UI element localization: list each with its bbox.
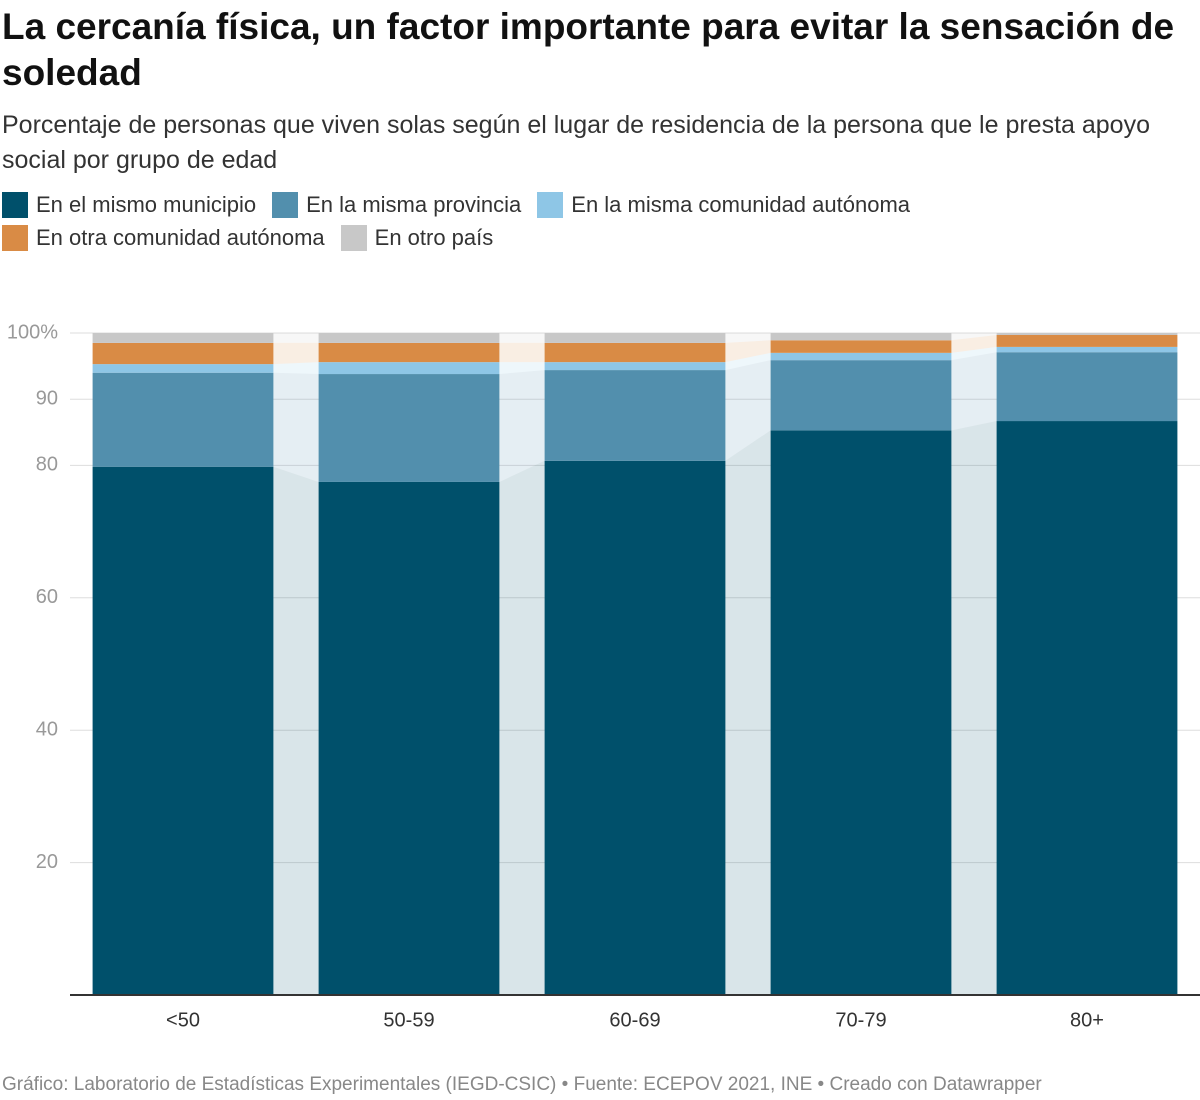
connector [951,333,997,341]
bar-segment [996,333,1178,335]
x-tick-label: 80+ [1070,1009,1104,1031]
bar-segment [92,372,274,467]
bar-segment [770,352,952,361]
bar-segment [544,460,726,995]
bar-segment [318,362,500,375]
bar-segment [318,342,500,363]
legend-swatch [2,192,28,218]
connector [499,362,545,375]
x-tick-label: 70-79 [835,1009,886,1031]
connector [725,352,771,371]
connector [499,342,545,363]
connector [725,360,771,461]
x-tick-label: <50 [166,1009,200,1031]
connector [273,466,319,995]
bar-segment [318,481,500,995]
connector [499,333,545,343]
connector [499,370,545,482]
bar-segment [770,333,952,341]
bar-segment [770,340,952,353]
legend-label: En el mismo municipio [36,192,257,217]
legend-item: En la misma comunidad autónoma [537,192,910,218]
bar-segment [770,360,952,431]
legend-swatch [340,225,367,251]
bar-segment [92,333,274,343]
legend-item: En otro país [340,225,494,251]
bar-segment [996,421,1178,995]
bar-segment [92,364,274,373]
bar-segment [544,342,726,363]
y-tick-label: 40 [36,718,58,740]
connector [951,334,997,353]
legend-label: En la misma comunidad autónoma [571,192,910,217]
legend-item: En otra comunidad autónoma [2,225,325,251]
legend-label: En la misma provincia [306,192,522,217]
bar-segment [318,374,500,482]
connector [725,340,771,363]
y-tick-label: 90 [36,387,58,409]
y-tick-label: 60 [36,586,58,608]
connector [951,352,997,431]
legend-swatch [272,192,299,218]
legend: En el mismo municipio En la misma provinc… [2,192,1002,251]
legend-label: En otro país [374,225,494,250]
y-tick-label: 80 [36,454,58,476]
chart-subtitle: Porcentaje de personas que viven solas s… [2,111,1150,174]
header: La cercanía física, un factor importante… [2,4,1198,251]
connector [273,362,319,375]
bar-segment [318,333,500,343]
chart-title: La cercanía física, un factor importante… [2,6,1175,93]
bar-segment [996,334,1178,347]
legend-item: En la misma provincia [272,192,521,218]
connector [499,460,545,995]
bar-segment [770,430,952,996]
connector [273,333,319,343]
bar-segment [996,346,1178,353]
legend-swatch [537,192,564,218]
bar-segment [996,352,1178,422]
legend-swatch [2,225,28,251]
bar-segment [544,362,726,371]
footer: Gráfico: Laboratorio de Estadísticas Exp… [2,1074,1042,1095]
x-tick-label: 50-59 [383,1009,434,1031]
bar-segment [92,342,274,365]
y-tick-label: 100% [7,321,58,343]
y-tick-label: 20 [36,851,58,873]
connector [273,372,319,482]
connector [725,430,771,996]
connector [951,346,997,361]
bar-segment [92,466,274,995]
connector [951,421,997,995]
connector [273,342,319,365]
connector [725,333,771,343]
x-tick-label: 60-69 [609,1009,660,1031]
legend-item: En el mismo municipio [2,192,256,218]
bar-segment [544,333,726,343]
bar-segment [544,370,726,461]
legend-label: En otra comunidad autónoma [36,225,325,250]
